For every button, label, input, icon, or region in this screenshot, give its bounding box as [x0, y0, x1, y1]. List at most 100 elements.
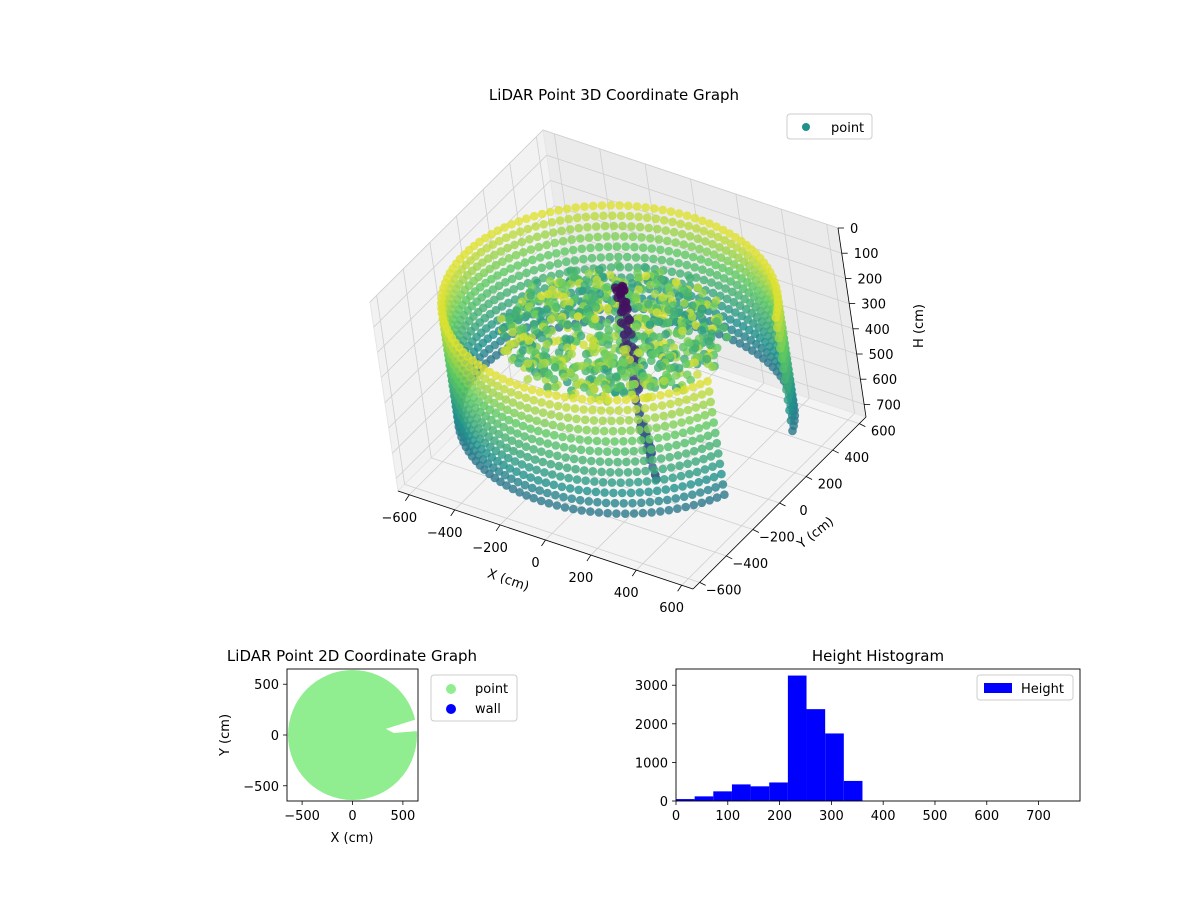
x-tick-label: 500 [390, 809, 415, 824]
point [511, 250, 521, 260]
point [543, 488, 552, 498]
point [661, 226, 671, 235]
point [683, 405, 693, 415]
point [634, 477, 643, 487]
point [523, 359, 533, 368]
point [611, 372, 621, 382]
point [779, 364, 788, 374]
point [617, 426, 627, 436]
point [782, 385, 791, 395]
point [501, 433, 510, 442]
point [614, 252, 623, 262]
y-tick-label: 200 [818, 478, 843, 493]
point-cloud [288, 670, 417, 800]
point [534, 242, 544, 252]
point [693, 413, 702, 423]
point [507, 436, 517, 446]
point [771, 313, 780, 322]
point [727, 325, 736, 335]
point [579, 405, 588, 414]
point [682, 260, 692, 270]
point [635, 488, 645, 497]
point [666, 257, 675, 266]
x-grid-back [826, 224, 856, 414]
point [603, 508, 612, 518]
point [601, 498, 611, 508]
point [720, 490, 729, 500]
x-tick-label: 600 [659, 601, 684, 616]
x-tick-label: 400 [614, 586, 639, 601]
point [693, 234, 703, 243]
point [670, 430, 680, 440]
point [671, 371, 681, 380]
point [491, 409, 501, 418]
point [670, 483, 679, 493]
point [605, 406, 615, 415]
point [780, 375, 790, 384]
point [552, 391, 561, 401]
point [630, 394, 640, 404]
point [696, 255, 706, 264]
point [698, 265, 707, 275]
point [783, 395, 793, 405]
point [504, 453, 513, 463]
point [666, 463, 676, 472]
point [656, 391, 665, 400]
point [785, 406, 794, 415]
histogram-legend-label: Height [1021, 682, 1064, 697]
point [520, 383, 529, 392]
x-tick-label: 200 [568, 571, 593, 586]
point [576, 445, 586, 455]
point [520, 480, 530, 490]
point [621, 395, 631, 405]
point [663, 442, 673, 452]
point [546, 459, 556, 469]
point [539, 351, 548, 360]
point [639, 456, 649, 466]
point [702, 247, 712, 256]
point [776, 344, 785, 353]
point [690, 263, 699, 272]
point [514, 390, 523, 400]
point [772, 323, 782, 333]
point [501, 395, 511, 404]
point [573, 312, 583, 321]
point [633, 268, 642, 278]
point [708, 239, 717, 249]
point [487, 378, 496, 387]
histogram-legend-swatch [984, 683, 1012, 693]
point [716, 253, 726, 262]
3d-legend: point [786, 113, 873, 140]
point [631, 294, 640, 303]
x-tick-label: 300 [819, 809, 844, 824]
point [628, 498, 637, 508]
point [694, 477, 704, 487]
3d-scatter-axes: LiDAR Point 3D Coordinate Graph −600 −400… [369, 86, 927, 616]
point [583, 222, 592, 232]
point [569, 393, 578, 403]
point [699, 226, 709, 236]
point [591, 303, 601, 312]
point [629, 509, 639, 518]
point [502, 288, 512, 297]
point [542, 340, 552, 349]
point [692, 224, 701, 233]
point [619, 388, 629, 398]
point [565, 484, 575, 493]
y-tick-label: −600 [706, 583, 742, 598]
point [581, 349, 591, 359]
point [604, 325, 613, 335]
point [671, 277, 681, 287]
point [696, 434, 705, 443]
point [544, 370, 554, 380]
point [537, 333, 546, 343]
point [634, 302, 643, 312]
point [508, 398, 518, 407]
point [515, 401, 525, 410]
point [682, 211, 692, 220]
point [641, 271, 651, 281]
point [560, 247, 570, 256]
point [554, 461, 564, 471]
point [614, 406, 624, 415]
x-tick [677, 585, 682, 592]
